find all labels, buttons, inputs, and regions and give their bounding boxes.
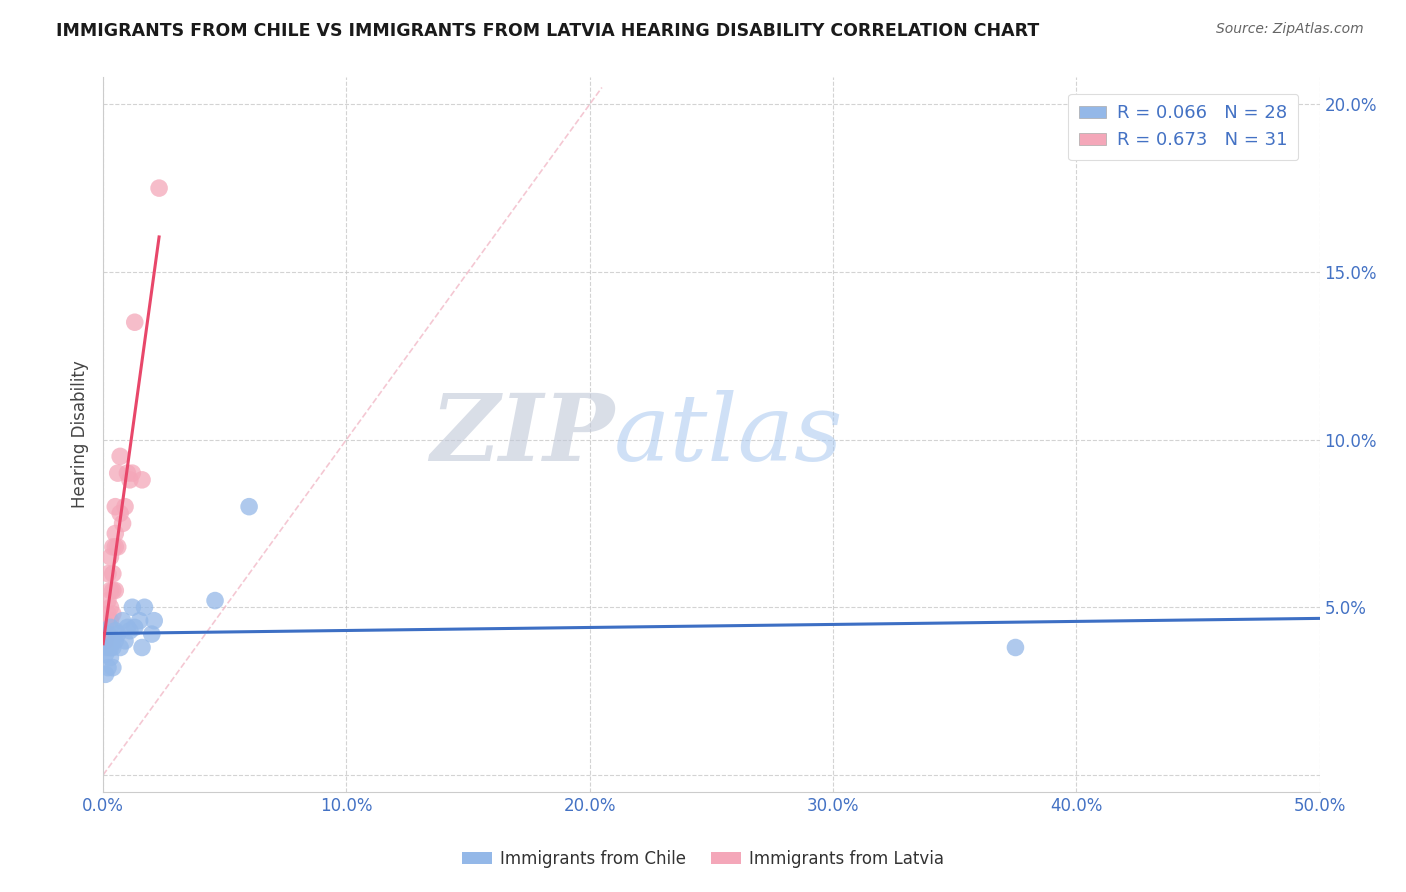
Point [100,549,122,564]
Point [121,466,143,480]
Legend: Immigrants from Chile, Immigrants from Latvia: Immigrants from Chile, Immigrants from L… [456,844,950,875]
Point [94,667,117,681]
Point [1004,640,1026,655]
Text: Source: ZipAtlas.com: Source: ZipAtlas.com [1216,22,1364,37]
Point [101,607,124,621]
Point [94,633,117,648]
Point [100,650,122,665]
Point [107,627,129,641]
Point [101,583,124,598]
Point [100,620,122,634]
Point [128,614,150,628]
Point [100,583,122,598]
Point [97,566,120,581]
Point [238,500,260,514]
Y-axis label: Hearing Disability: Hearing Disability [72,360,89,508]
Point [111,614,134,628]
Text: ZIP: ZIP [430,390,614,480]
Text: atlas: atlas [614,390,844,480]
Point [97,640,120,655]
Point [114,500,136,514]
Point [94,617,117,632]
Point [118,473,141,487]
Point [141,627,163,641]
Point [101,566,124,581]
Point [94,647,117,661]
Point [107,466,129,480]
Point [134,600,156,615]
Point [143,614,166,628]
Text: IMMIGRANTS FROM CHILE VS IMMIGRANTS FROM LATVIA HEARING DISABILITY CORRELATION C: IMMIGRANTS FROM CHILE VS IMMIGRANTS FROM… [56,22,1039,40]
Point [108,507,131,521]
Point [204,593,226,607]
Point [148,181,170,195]
Point [104,633,127,648]
Point [131,640,153,655]
Point [107,540,129,554]
Legend: R = 0.066   N = 28, R = 0.673   N = 31: R = 0.066 N = 28, R = 0.673 N = 31 [1069,94,1298,161]
Point [104,500,127,514]
Point [104,526,127,541]
Point [118,624,141,638]
Point [131,473,153,487]
Point [97,593,120,607]
Point [117,466,139,480]
Point [104,540,127,554]
Point [121,600,143,615]
Point [104,624,127,638]
Point [97,627,120,641]
Point [124,620,146,634]
Point [101,640,124,655]
Point [100,614,122,628]
Point [108,640,131,655]
Point [97,627,120,641]
Point [101,660,124,674]
Point [108,450,131,464]
Point [104,583,127,598]
Point [111,516,134,531]
Point [124,315,146,329]
Point [100,600,122,615]
Point [97,660,120,674]
Point [97,607,120,621]
Point [101,540,124,554]
Point [117,620,139,634]
Point [114,633,136,648]
Point [100,640,122,655]
Point [94,640,117,655]
